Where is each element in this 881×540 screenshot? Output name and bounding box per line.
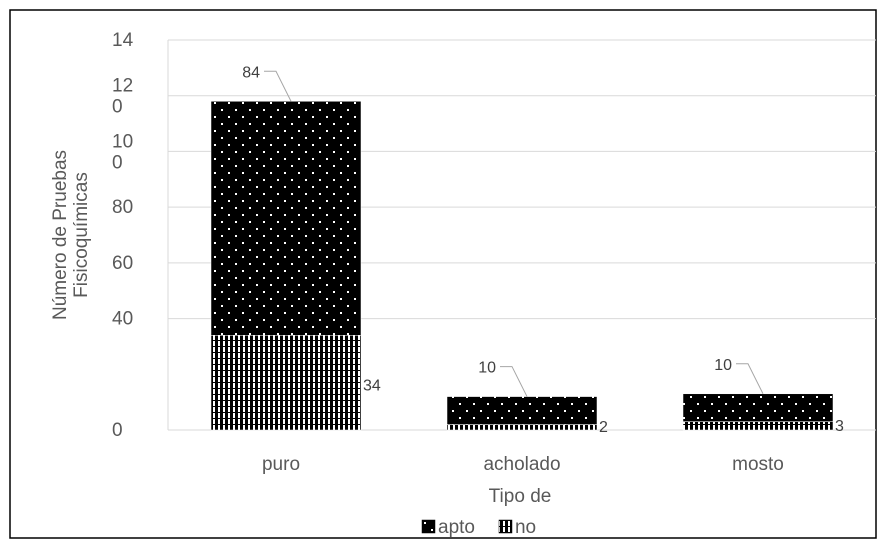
bar-segment — [682, 421, 834, 431]
data-label: 2 — [599, 419, 608, 436]
leader-line — [264, 70, 292, 102]
bar-segment — [210, 335, 362, 431]
x-axis-title: Tipo de — [489, 486, 552, 507]
bar-segment — [446, 396, 598, 425]
data-label: 10 — [478, 360, 496, 377]
bar-segment — [682, 393, 834, 422]
x-tick-label: acholado — [483, 454, 560, 475]
legend-swatch — [498, 519, 513, 534]
y-tick-label: 60 — [112, 253, 133, 274]
y-tick-label: 40 — [112, 309, 133, 330]
data-label: 3 — [835, 418, 844, 435]
bar-segment — [446, 424, 598, 431]
y-tick-label: 80 — [112, 197, 133, 218]
legend-label: apto — [438, 517, 475, 538]
legend-swatch — [421, 519, 436, 534]
y-tick-label: 12 0 — [112, 76, 133, 118]
data-label: 34 — [363, 378, 381, 395]
x-tick-label: puro — [262, 454, 300, 475]
data-label: 84 — [242, 64, 260, 81]
bar-segment — [210, 101, 362, 336]
y-tick-label: 10 0 — [112, 131, 133, 173]
frame — [9, 9, 877, 539]
y-tick-label: 14 — [112, 30, 134, 51]
y-axis-title: Número de PruebasFisicoquímicas — [50, 150, 92, 320]
legend-label: no — [515, 517, 536, 538]
x-tick-label: mosto — [732, 454, 784, 475]
data-label: 10 — [714, 357, 732, 374]
y-tick-label: 0 — [112, 420, 123, 441]
leader-line — [736, 363, 764, 395]
leader-line — [500, 366, 528, 397]
